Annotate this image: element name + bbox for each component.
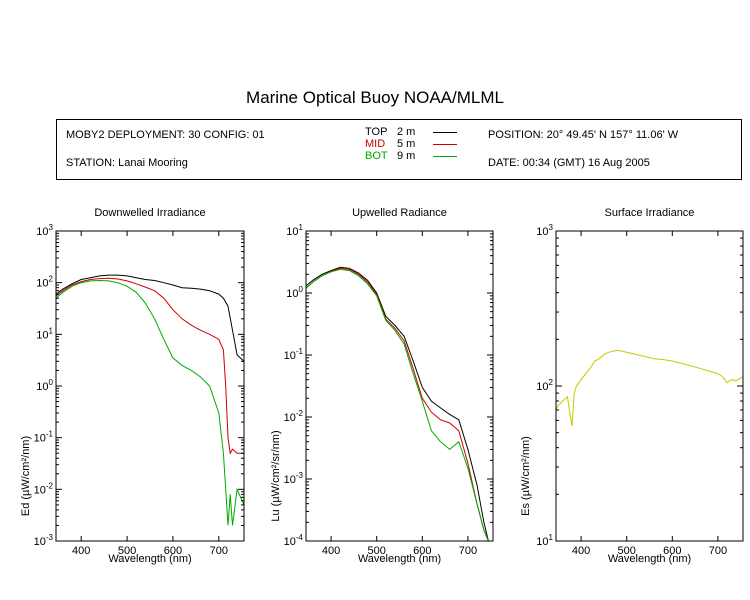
x-tick-label: 400 bbox=[572, 545, 590, 557]
x-tick-label: 700 bbox=[459, 545, 477, 557]
series-line-bot bbox=[56, 279, 244, 526]
series-line-mid bbox=[56, 277, 244, 455]
x-tick-label: 700 bbox=[210, 545, 228, 557]
plot-frame bbox=[555, 230, 744, 542]
y-tick-label: 10-3 bbox=[34, 533, 54, 548]
legend-bot: BOT 9 m bbox=[365, 150, 457, 162]
y-tick-label: 101 bbox=[536, 533, 553, 548]
legend-top-depth: 2 m bbox=[397, 126, 416, 138]
legend-top-line bbox=[433, 132, 457, 133]
series-line-es bbox=[556, 349, 743, 427]
legend-bot-line bbox=[433, 156, 457, 157]
legend-top: TOP 2 m bbox=[365, 126, 457, 138]
date-text: DATE: 00:34 (GMT) 16 Aug 2005 bbox=[488, 157, 650, 169]
y-tick-label: 10-3 bbox=[284, 471, 304, 486]
y-tick-label: 10-2 bbox=[34, 481, 54, 496]
legend-mid: MID 5 m bbox=[365, 138, 457, 150]
chart-title: Upwelled Radiance bbox=[352, 207, 447, 219]
legend-bot-name: BOT bbox=[365, 150, 388, 162]
chart-title: Surface Irradiance bbox=[605, 207, 695, 219]
x-tick-label: 400 bbox=[72, 545, 90, 557]
plot-frame bbox=[305, 230, 494, 542]
series-line-bot bbox=[306, 268, 489, 541]
y-tick-label: 10-1 bbox=[34, 430, 54, 445]
y-tick-label: 102 bbox=[36, 275, 53, 290]
x-tick-label: 500 bbox=[618, 545, 636, 557]
legend-mid-name: MID bbox=[365, 138, 386, 150]
legend-bot-depth: 9 m bbox=[397, 150, 416, 162]
chart-title: Downwelled Irradiance bbox=[94, 207, 205, 219]
x-tick-label: 400 bbox=[322, 545, 340, 557]
y-tick-label: 103 bbox=[536, 223, 553, 238]
y-tick-label: 10-2 bbox=[284, 409, 304, 424]
x-tick-label: 700 bbox=[709, 545, 727, 557]
chart-1: Downwelled Irradiance 400 500 600 700 Wavelen… bbox=[20, 207, 245, 565]
y-tick-label: 101 bbox=[286, 223, 303, 238]
y-axis-label: Es (µW/cm²/nm) bbox=[520, 436, 532, 516]
legend-top-name: TOP bbox=[365, 126, 388, 138]
y-tick-label: 10-4 bbox=[284, 533, 304, 548]
plot-frame bbox=[55, 230, 245, 542]
x-axis-label: Wavelength (nm) bbox=[358, 553, 441, 565]
chart-3: Surface Irradiance 400 500 600 700 Wavelength… bbox=[520, 207, 744, 565]
x-axis-label: Wavelength (nm) bbox=[108, 553, 191, 565]
station-text: STATION: Lanai Mooring bbox=[66, 157, 188, 169]
y-tick-label: 102 bbox=[536, 378, 553, 393]
x-tick-label: 500 bbox=[118, 545, 136, 557]
y-tick-label: 103 bbox=[36, 223, 53, 238]
y-axis-label: Lu (µW/cm²/sr/nm) bbox=[270, 430, 282, 521]
y-tick-label: 10-1 bbox=[284, 347, 304, 362]
legend-mid-line bbox=[433, 144, 457, 145]
series-line-mid bbox=[306, 267, 489, 541]
x-tick-label: 600 bbox=[164, 545, 182, 557]
series-line-top bbox=[306, 266, 489, 541]
legend-mid-depth: 5 m bbox=[397, 138, 416, 150]
y-tick-label: 100 bbox=[36, 378, 53, 393]
x-axis-label: Wavelength (nm) bbox=[608, 553, 691, 565]
y-tick-label: 101 bbox=[36, 326, 53, 341]
series-group bbox=[556, 349, 743, 427]
y-axis-label: Ed (µW/cm²/nm) bbox=[20, 436, 32, 516]
x-tick-label: 600 bbox=[663, 545, 681, 557]
x-tick-label: 500 bbox=[368, 545, 386, 557]
page-title: Marine Optical Buoy NOAA/MLML bbox=[246, 88, 504, 107]
info-box: MOBY2 DEPLOYMENT: 30 CONFIG: 01 STATION:… bbox=[56, 119, 742, 180]
series-group bbox=[306, 266, 489, 541]
series-group bbox=[56, 274, 244, 526]
position-text: POSITION: 20° 49.45' N 157° 11.06' W bbox=[488, 129, 679, 141]
deployment-text: MOBY2 DEPLOYMENT: 30 CONFIG: 01 bbox=[66, 129, 265, 141]
y-tick-label: 100 bbox=[286, 285, 303, 300]
x-tick-label: 600 bbox=[413, 545, 431, 557]
series-line-top bbox=[56, 274, 244, 362]
chart-2: Upwelled Radiance 400 500 600 700 Wavelength … bbox=[270, 207, 494, 565]
